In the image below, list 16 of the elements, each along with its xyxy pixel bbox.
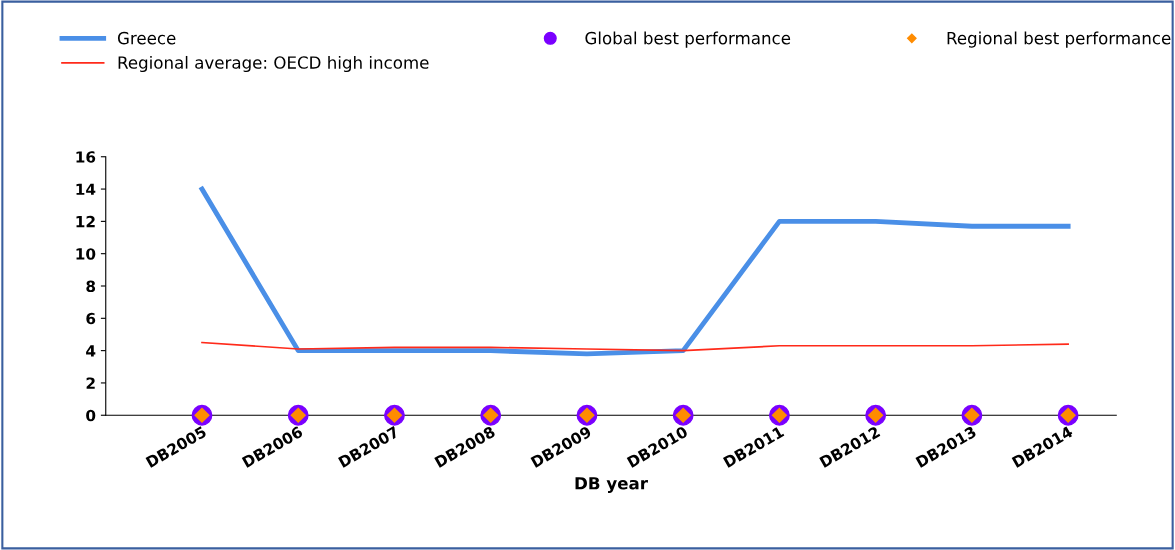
legend-label: Global best performance bbox=[585, 31, 791, 48]
line-series bbox=[201, 341, 1069, 352]
x-axis-title: DB year bbox=[575, 477, 648, 493]
y-tick-label: 8 bbox=[86, 280, 96, 293]
legend-label: Regional best performance bbox=[947, 31, 1171, 48]
y-tick-label: 16 bbox=[76, 151, 96, 163]
y-tick-label: 2 bbox=[86, 377, 95, 389]
y-tick-label: 14 bbox=[76, 183, 96, 195]
y-tick-label: 0 bbox=[86, 409, 96, 422]
legend-label: Regional average: OECD high income bbox=[118, 55, 429, 73]
y-tick-label: 10 bbox=[76, 248, 96, 260]
y-tick-label: 12 bbox=[76, 215, 95, 228]
y-tick-label: 4 bbox=[86, 345, 96, 357]
legend-label: Greece bbox=[117, 31, 176, 45]
y-tick-label: 6 bbox=[86, 312, 96, 325]
line-series bbox=[199, 186, 1071, 357]
